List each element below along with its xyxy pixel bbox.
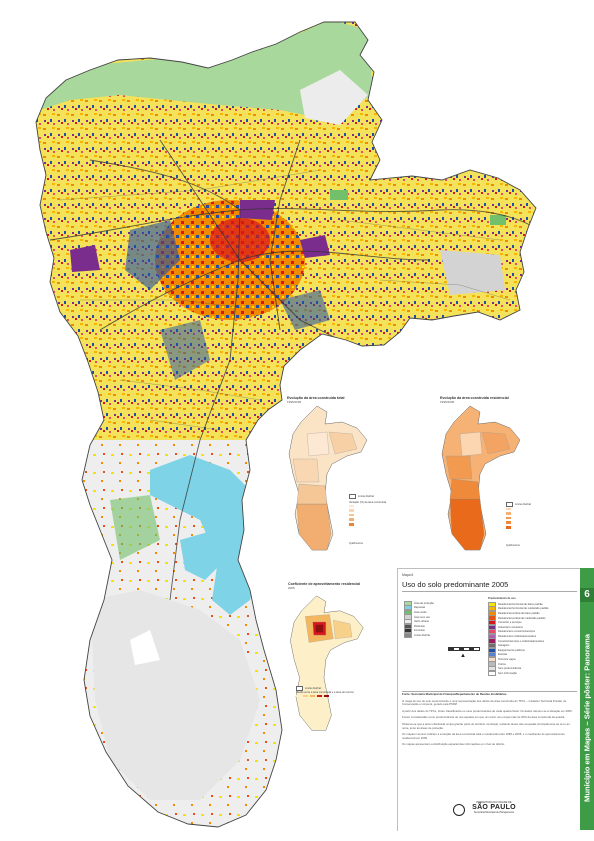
legend-left-label: Vazio urbano — [414, 620, 430, 624]
note-paragraph: Os mapas apresentam a distribuição espac… — [402, 742, 505, 747]
inset-2-boundary-label: Limite distrital — [515, 502, 531, 506]
series-side-band — [580, 568, 594, 830]
legend-left-label: Represas — [414, 606, 426, 610]
series-side-title: Município em Mapas – Série pôster: Panor… — [580, 606, 594, 830]
legend-right-label: Residencial e comércio/serviços — [498, 630, 536, 634]
legend-left-label: Área verde — [414, 610, 427, 614]
legend-right-label: Industrial e armazéns — [498, 625, 523, 629]
legend-left-label: Rodovias — [414, 624, 425, 628]
legend-right-label: Residencial vertical de médio/alto padrã… — [498, 616, 546, 620]
legend-left-label: Área sem uso — [414, 615, 431, 619]
inset-3-subtitle: 2005 — [288, 586, 295, 591]
legend-right-label: Comércio e serviços — [498, 621, 522, 625]
legend-right-title: Predominância de uso — [488, 597, 516, 600]
inset-2-choropleth — [441, 405, 521, 551]
legend-right-label: Sem informação — [498, 671, 517, 675]
note-paragraph: Os mapas menores indicam a evolução da á… — [402, 732, 565, 740]
legend-right-item: Sem informação — [488, 670, 576, 676]
note-paragraph: O mapa de uso do solo predominante é uma… — [402, 698, 567, 707]
inset-1-choropleth — [288, 405, 368, 551]
note-paragraph: A partir dos dados do TPCL, foram classi… — [402, 708, 573, 713]
legend-right-label: Equipamentos públicos — [498, 648, 525, 652]
inset-1-title: Evolução da área construída total — [287, 396, 345, 400]
inset-3-choropleth — [290, 595, 364, 731]
legend-right-label: Comércio/serviços e indústria/armazéns — [498, 639, 545, 643]
legend-panel: Mapa 6 Uso do solo predominante 2005 Áre… — [397, 568, 581, 831]
legend-right-label: Residencial horizontal de baixo padrão — [498, 602, 543, 606]
logo-line-2: SÃO PAULO — [472, 804, 516, 811]
scale-bar — [448, 647, 480, 651]
inset-1-subtitle: 1995/2005 — [287, 400, 302, 405]
legend-right-label: Residencial horizontal de médio/alto pad… — [498, 607, 549, 611]
legend-right-column: Residencial horizontal de baixo padrão Re… — [488, 601, 576, 676]
legend-left-label: Limite distrital — [414, 633, 430, 637]
city-emblem-icon — [453, 804, 465, 816]
legend-left-label: Ferrovias — [414, 629, 425, 633]
map-number-badge: 6 — [580, 588, 594, 602]
source-note: Fonte: Secretaria Municipal de Finanças/… — [402, 692, 508, 696]
legend-left-column: Área de proteção Represas Área verde Área s… — [404, 600, 484, 639]
inset-2-scale: Quilômetros — [506, 544, 520, 547]
series-side-title-text: Município em Mapas – Série pôster: Panor… — [582, 634, 592, 802]
map-label: Mapa 6 — [402, 573, 414, 577]
north-arrow-icon: ▲ — [460, 653, 466, 659]
legend-right-label: Terrenos vagos — [498, 657, 516, 661]
inset-1-boundary-label: Limite distrital — [358, 494, 374, 498]
legend-left-label: Área de proteção — [414, 601, 434, 605]
inset-2-title: Evolução da área construída residencial — [440, 396, 509, 400]
inset-3-legend-title: Razão entre a área construída e a área d… — [296, 690, 354, 694]
inset-3-title: Coeficiente de aproveitamento residencia… — [288, 582, 361, 586]
legend-right-label: Garagens — [498, 644, 510, 648]
inset-1-legend-title: Variação (%) da área construída — [349, 500, 387, 504]
prefeitura-logo: PREFEITURA DA CIDADE DE SÃO PAULO Secret… — [464, 801, 524, 814]
legend-left-swatch — [404, 632, 412, 639]
legend-left-item: Limite distrital — [404, 632, 484, 639]
legend-right-label: Sem predominância — [498, 667, 522, 671]
logo-line-1: PREFEITURA DA CIDADE DE — [476, 801, 512, 804]
map-title: Uso do solo predominante 2005 — [402, 580, 509, 589]
inset-map-residential-built-area: Evolução da área construída residencial … — [440, 396, 580, 556]
note-paragraph: Observa-se que a área urbanizada ocupa g… — [402, 721, 570, 730]
legend-right-label: Outros — [498, 662, 506, 666]
inset-1-scale: Quilômetros — [349, 542, 363, 545]
legend-right-label: Escolas — [498, 653, 508, 657]
logo-line-3: Secretaria Municipal de Planejamento — [473, 811, 515, 814]
legend-right-label: Residencial vertical de baixo padrão — [498, 611, 540, 615]
legend-right-swatch — [488, 670, 496, 676]
legend-right-label: Residencial e indústria/armazéns — [498, 634, 537, 638]
note-paragraph: Foram consideradas como predominância de… — [402, 715, 566, 720]
inset-map-total-built-area: Evolução da área construída total 1995/2… — [287, 396, 427, 556]
inset-map-residential-coefficient: Coeficiente de aproveitamento residencia… — [288, 582, 393, 732]
inset-2-subtitle: 1995/2005 — [440, 400, 455, 405]
inset-3-boundary-label: Limite distrital — [305, 686, 321, 690]
